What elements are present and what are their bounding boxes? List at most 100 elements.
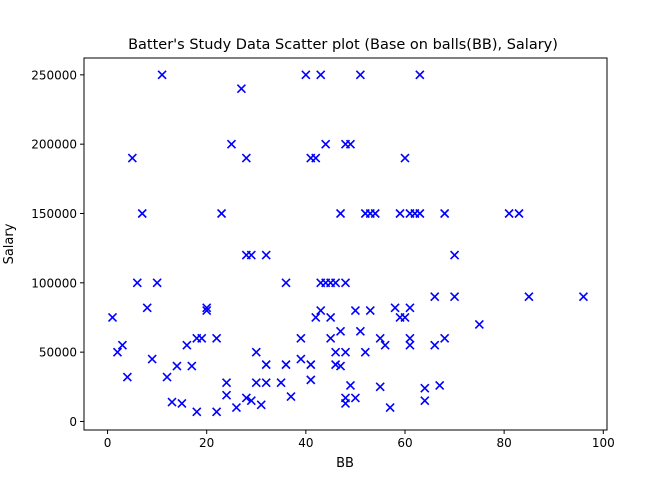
data-point bbox=[217, 208, 227, 219]
data-point bbox=[326, 312, 336, 323]
data-point bbox=[420, 383, 430, 393]
data-point bbox=[395, 208, 405, 219]
x-tick-label: 0 bbox=[104, 436, 112, 450]
data-point bbox=[301, 70, 311, 80]
x-tick-label: 80 bbox=[496, 436, 511, 450]
data-point bbox=[172, 361, 182, 371]
data-point bbox=[296, 354, 306, 364]
data-point bbox=[440, 208, 450, 219]
data-point bbox=[375, 333, 385, 343]
x-tick-label: 20 bbox=[199, 436, 214, 450]
data-point bbox=[167, 397, 177, 407]
data-point bbox=[370, 208, 380, 219]
data-point bbox=[261, 378, 271, 388]
data-point bbox=[385, 403, 395, 413]
data-point bbox=[355, 70, 365, 80]
data-point bbox=[400, 312, 410, 323]
data-point bbox=[107, 312, 118, 323]
data-point bbox=[335, 326, 346, 336]
data-point bbox=[212, 333, 222, 343]
data-point bbox=[316, 305, 326, 316]
data-point bbox=[197, 333, 207, 343]
data-point bbox=[440, 333, 450, 343]
x-axis-ticks: 0 20 40 60 80 100 bbox=[104, 430, 615, 450]
data-point bbox=[390, 303, 400, 313]
data-point bbox=[112, 347, 123, 357]
y-axis-ticks: 0 50000 100000 150000 200000 250000 bbox=[31, 68, 84, 429]
data-point bbox=[449, 250, 460, 260]
y-tick-label: 50000 bbox=[39, 346, 77, 360]
data-point bbox=[435, 380, 445, 390]
data-point bbox=[430, 292, 440, 302]
data-point bbox=[335, 208, 346, 219]
data-point bbox=[127, 153, 137, 163]
data-point bbox=[231, 403, 242, 413]
data-point bbox=[117, 340, 127, 350]
data-point bbox=[157, 70, 167, 80]
data-point bbox=[365, 305, 375, 316]
data-point bbox=[246, 250, 256, 260]
data-point bbox=[276, 378, 286, 388]
data-point bbox=[147, 354, 157, 364]
data-point bbox=[340, 398, 351, 409]
data-point bbox=[474, 319, 484, 329]
data-point bbox=[524, 292, 534, 302]
data-point bbox=[132, 278, 142, 288]
data-point bbox=[306, 360, 316, 370]
data-point bbox=[331, 278, 341, 288]
data-point bbox=[246, 396, 256, 406]
data-point bbox=[355, 326, 365, 336]
data-point bbox=[311, 153, 321, 163]
chart-title: Batter's Study Data Scatter plot (Base o… bbox=[128, 37, 558, 53]
data-point bbox=[306, 375, 316, 385]
data-point bbox=[256, 400, 266, 410]
data-point bbox=[241, 393, 251, 403]
data-point bbox=[221, 390, 232, 400]
data-point bbox=[504, 208, 514, 219]
data-point bbox=[192, 407, 202, 417]
data-point bbox=[345, 139, 356, 149]
data-point bbox=[415, 208, 425, 219]
y-tick-label: 250000 bbox=[31, 68, 77, 82]
data-point bbox=[202, 305, 212, 316]
data-point bbox=[340, 347, 351, 357]
data-point bbox=[375, 382, 385, 392]
data-point bbox=[350, 305, 360, 316]
data-point bbox=[578, 292, 589, 302]
data-point bbox=[415, 70, 425, 80]
data-point bbox=[261, 360, 271, 370]
x-axis-label: BB bbox=[336, 456, 354, 471]
data-point bbox=[331, 347, 341, 357]
data-point bbox=[177, 398, 187, 409]
data-point bbox=[350, 393, 360, 403]
data-point bbox=[345, 380, 356, 390]
data-point bbox=[281, 278, 291, 288]
data-point bbox=[400, 153, 410, 163]
data-point bbox=[281, 360, 291, 370]
data-point bbox=[187, 361, 197, 371]
plot-area bbox=[83, 57, 608, 431]
data-point bbox=[241, 153, 251, 163]
x-tick-label: 100 bbox=[592, 436, 615, 450]
data-point bbox=[420, 396, 430, 406]
data-point bbox=[514, 208, 524, 219]
y-tick-label: 0 bbox=[69, 415, 77, 429]
data-point bbox=[321, 139, 331, 149]
data-point bbox=[405, 333, 415, 343]
data-point bbox=[316, 70, 326, 80]
data-point bbox=[251, 347, 261, 357]
axes-frame bbox=[83, 57, 608, 431]
data-point bbox=[405, 340, 415, 350]
data-point bbox=[202, 303, 212, 313]
data-point bbox=[405, 303, 415, 313]
data-point bbox=[430, 340, 440, 350]
data-point bbox=[311, 312, 321, 323]
data-points bbox=[107, 70, 589, 417]
data-point bbox=[142, 303, 152, 313]
data-point bbox=[449, 292, 460, 302]
y-tick-label: 150000 bbox=[31, 207, 77, 221]
y-tick-label: 100000 bbox=[31, 276, 77, 290]
data-point bbox=[137, 208, 147, 219]
y-tick-label: 200000 bbox=[31, 138, 77, 152]
